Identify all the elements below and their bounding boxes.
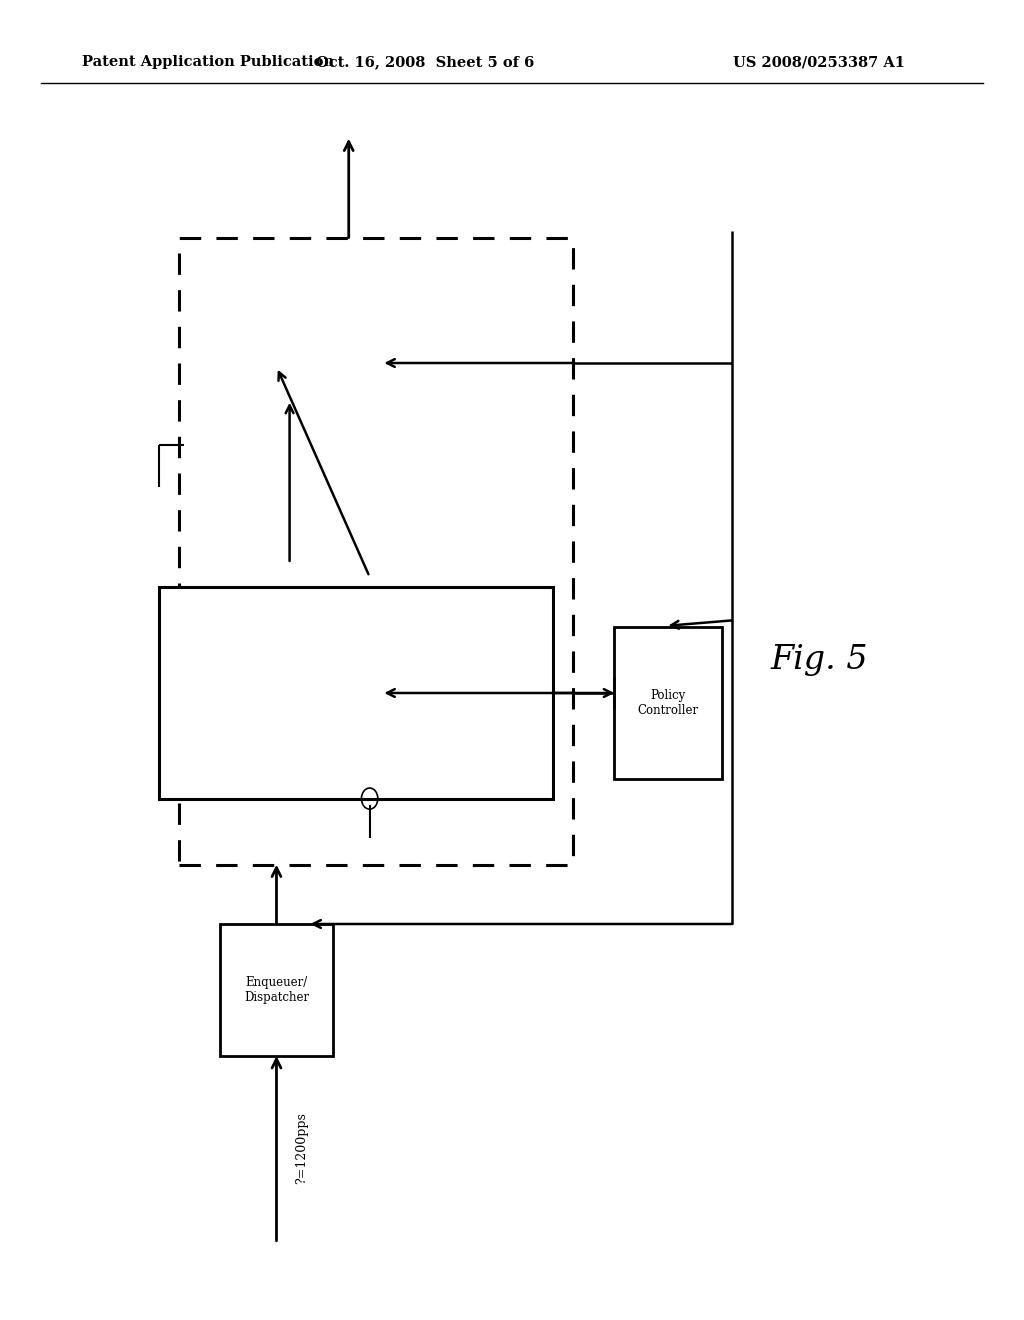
Text: Oct. 16, 2008  Sheet 5 of 6: Oct. 16, 2008 Sheet 5 of 6 <box>315 55 535 70</box>
Text: Fig. 5: Fig. 5 <box>770 644 868 676</box>
Bar <box>159 587 553 799</box>
Bar <box>220 924 333 1056</box>
Bar <box>614 627 722 779</box>
Text: ?=1200pps: ?=1200pps <box>295 1113 308 1184</box>
Bar <box>179 238 573 865</box>
Text: Enqueuer/
Dispatcher: Enqueuer/ Dispatcher <box>244 975 309 1005</box>
Text: Policy
Controller: Policy Controller <box>638 689 698 717</box>
Text: US 2008/0253387 A1: US 2008/0253387 A1 <box>733 55 905 70</box>
Text: Patent Application Publication: Patent Application Publication <box>82 55 334 70</box>
